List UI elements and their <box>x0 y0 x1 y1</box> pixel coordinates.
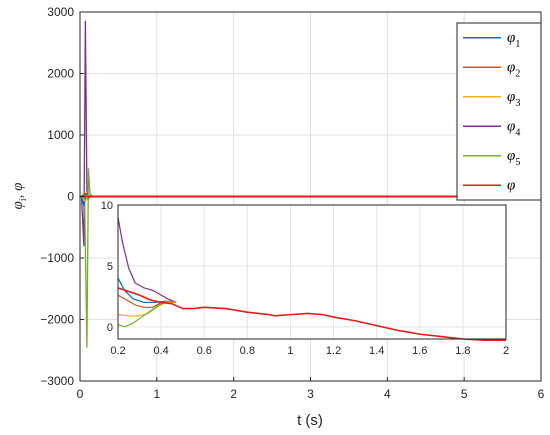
legend-subscript: 5 <box>515 157 520 168</box>
inset-series-line <box>117 217 177 304</box>
y-tick-label: −3000 <box>40 374 74 388</box>
legend-symbol: φ <box>507 118 515 134</box>
legend-symbol: φ <box>507 30 515 46</box>
legend-entry: φ2 <box>507 59 520 79</box>
inset-x-tick-label: 1.2 <box>326 345 341 357</box>
inset-background <box>118 205 506 339</box>
x-tick-label: 4 <box>384 387 391 401</box>
legend-subscript: 4 <box>515 127 520 138</box>
inset-axes-box <box>117 204 507 340</box>
legend-subscript: 1 <box>515 39 520 50</box>
legend-symbol: φ <box>507 148 515 164</box>
inset-series-line <box>117 300 177 328</box>
inset-y-tick-label: 0 <box>107 322 113 334</box>
legend-box <box>456 22 542 201</box>
inset-x-tick-label: 1 <box>287 345 293 357</box>
legend-entry: φ5 <box>507 148 520 168</box>
inset-x-tick-label: 1.6 <box>412 345 427 357</box>
y-tick-label: 2000 <box>47 67 74 81</box>
x-tick-label: 5 <box>461 387 468 401</box>
y-tick-label: 3000 <box>47 5 74 19</box>
y-label-phi: φ <box>10 201 26 209</box>
legend-entry: φ <box>507 177 515 193</box>
y-label-phi2: , φ <box>10 183 26 199</box>
main-tick-labels: 0 1 2 3 4 5 6 −3000 −2000 −1000 0 1000 2000 3000 <box>40 5 544 401</box>
y-tick-label: 1000 <box>47 128 74 142</box>
inset-y-tick-label: 5 <box>107 261 113 273</box>
legend-symbol: φ <box>507 177 515 193</box>
legend-symbol: φ <box>507 89 515 105</box>
inset-x-tick-label: 0.6 <box>197 345 212 357</box>
series-line <box>80 192 503 207</box>
x-tick-label: 2 <box>230 387 237 401</box>
inset-series-line <box>117 287 506 342</box>
x-tick-label: 6 <box>538 387 545 401</box>
legend-entry: φ4 <box>507 118 520 138</box>
legend-symbol: φ <box>507 59 515 75</box>
inset-x-tick-label: 0.2 <box>110 345 125 357</box>
x-tick-label: 0 <box>77 387 84 401</box>
inset-x-tick-label: 2 <box>503 345 509 357</box>
x-axis-label: t (s) <box>297 412 323 429</box>
inset-x-tick-label: 0.8 <box>240 345 255 357</box>
inset-x-tick-label: 1.4 <box>369 345 384 357</box>
y-tick-label: 0 <box>67 190 74 204</box>
inset-tick-labels: 0.2 0.4 0.6 0.8 1 1.2 1.4 1.6 1.8 2 0 5 10 <box>101 200 509 357</box>
inset-y-tick-label: 10 <box>101 200 113 212</box>
y-axis-label: φi, φ <box>10 183 29 210</box>
y-tick-label: −2000 <box>40 313 74 327</box>
inset-plot: 0.2 0.4 0.6 0.8 1 1.2 1.4 1.6 1.8 2 0 5 10 <box>101 200 509 357</box>
y-tick-label: −1000 <box>40 251 74 265</box>
legend-subscript: 2 <box>515 68 520 79</box>
inset-x-tick-label: 0.4 <box>153 345 168 357</box>
legend-entry: φ3 <box>507 89 520 109</box>
inset-x-tick-label: 1.8 <box>455 345 470 357</box>
legend-subscript: 3 <box>515 98 520 109</box>
x-tick-label: 3 <box>307 387 314 401</box>
legend-entry: φ1 <box>507 30 520 50</box>
y-label-sub: i <box>18 198 29 201</box>
main-plot-lines <box>80 20 503 348</box>
x-tick-label: 1 <box>153 387 160 401</box>
inset-plot-lines <box>117 217 506 342</box>
